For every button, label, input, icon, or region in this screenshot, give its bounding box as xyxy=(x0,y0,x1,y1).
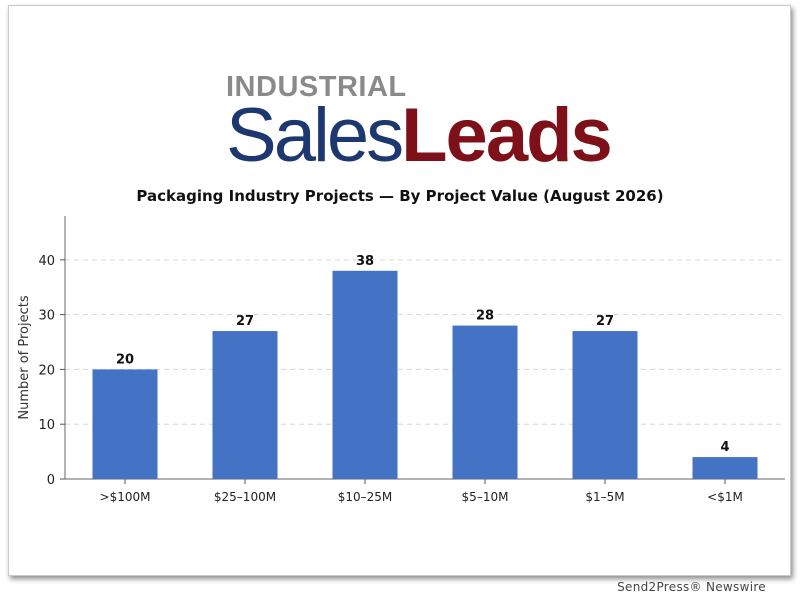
logo-sales-word: Sales xyxy=(226,93,404,178)
logo-salesleads: SalesLeads xyxy=(226,98,613,174)
y-tick-label: 30 xyxy=(38,309,55,324)
bar xyxy=(452,325,518,479)
newswire-credit: Send2Press® Newswire xyxy=(617,580,766,594)
chart-title: Packaging Industry Projects — By Project… xyxy=(136,187,664,205)
y-tick-label: 20 xyxy=(38,363,55,378)
bar xyxy=(212,331,278,479)
bar xyxy=(692,457,758,479)
logo-industrial-text: INDUSTRIAL xyxy=(226,71,407,103)
data-label: 4 xyxy=(720,440,729,455)
data-label: 28 xyxy=(476,309,494,324)
logo-leads-word: Leads xyxy=(401,93,613,178)
y-axis-label: Number of Projects xyxy=(17,295,32,419)
y-tick-label: 10 xyxy=(38,418,55,433)
bar xyxy=(572,331,638,479)
x-tick-label: $10–25M xyxy=(338,490,393,504)
x-tick-label: >$100M xyxy=(100,490,151,504)
x-tick-label: $5–10M xyxy=(462,490,509,504)
bar xyxy=(332,270,398,479)
x-tick-label: $1–5M xyxy=(585,490,624,504)
y-tick-label: 0 xyxy=(47,473,55,488)
data-label: 27 xyxy=(236,314,254,329)
data-label: 20 xyxy=(116,352,134,367)
data-label: 38 xyxy=(356,254,374,269)
x-tick-label: <$1M xyxy=(707,490,743,504)
bar xyxy=(92,369,158,479)
y-tick-label: 40 xyxy=(38,254,55,269)
press-image-frame xyxy=(8,5,791,576)
data-label: 27 xyxy=(596,314,614,329)
x-tick-label: $25–100M xyxy=(214,490,276,504)
